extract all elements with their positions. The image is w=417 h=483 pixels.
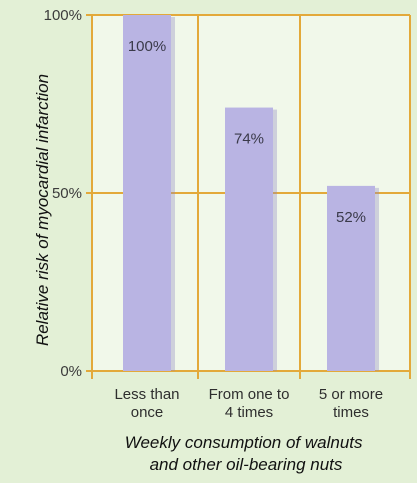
y-tick-label: 100% — [44, 7, 82, 24]
bar-value-label: 52% — [336, 209, 366, 226]
bar — [123, 15, 171, 371]
bar-value-label: 100% — [128, 38, 166, 55]
bar — [225, 107, 273, 371]
bars: 100% 74% 52% — [123, 15, 379, 371]
x-axis-categories: Less than once From one to 4 times 5 or more… — [114, 386, 383, 421]
bar — [327, 185, 375, 371]
x-axis-title-line-1: Weekly consumption of walnuts — [125, 433, 363, 452]
x-category-label: 5 or more times — [319, 386, 383, 421]
x-category-label-line: once — [131, 404, 164, 421]
y-tick-label: 0% — [60, 363, 82, 380]
y-tick-label: 50% — [52, 185, 82, 202]
x-category-label-line: 4 times — [225, 404, 273, 421]
bar-value-label: 74% — [234, 131, 264, 148]
x-category-label: From one to 4 times — [209, 386, 290, 421]
x-category-label-line: 5 or more — [319, 386, 383, 403]
x-category-label-line: times — [333, 404, 369, 421]
y-axis-ticks: 0% 50% 100% — [44, 7, 82, 380]
x-axis-title: Weekly consumption of walnuts and other … — [125, 433, 368, 474]
y-axis-title: Relative risk of myocardial infarction — [33, 74, 52, 346]
x-category-label: Less than once — [114, 386, 179, 421]
x-axis-title-line-2: and other oil-bearing nuts — [150, 455, 343, 474]
x-category-label-line: From one to — [209, 386, 290, 403]
x-category-label-line: Less than — [114, 386, 179, 403]
